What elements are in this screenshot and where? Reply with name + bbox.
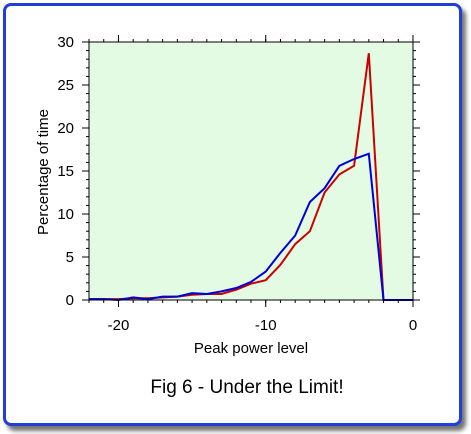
ticks-layer: -20 -10 0 0 5 10 15 20 25 30 xyxy=(57,34,420,334)
x-tick-label: -10 xyxy=(255,317,277,334)
y-tick-label: 30 xyxy=(57,34,74,51)
series-line-2 xyxy=(89,152,413,302)
y-tick-label: 0 xyxy=(66,292,74,309)
y-tick-label: 5 xyxy=(66,249,74,266)
y-tick-label: 25 xyxy=(57,77,74,94)
y-axis-label: Percentage of time xyxy=(35,109,52,235)
y-tick-label: 10 xyxy=(57,206,74,223)
x-tick-label: 0 xyxy=(409,317,417,334)
plot-area xyxy=(89,42,413,300)
x-tick-label: -20 xyxy=(108,317,130,334)
y-tick-label: 20 xyxy=(57,120,74,137)
series-layer xyxy=(89,53,413,302)
figure-caption: Fig 6 - Under the Limit! xyxy=(150,377,343,398)
y-tick-label: 15 xyxy=(57,163,74,180)
x-axis-label: Peak power level xyxy=(194,340,308,357)
